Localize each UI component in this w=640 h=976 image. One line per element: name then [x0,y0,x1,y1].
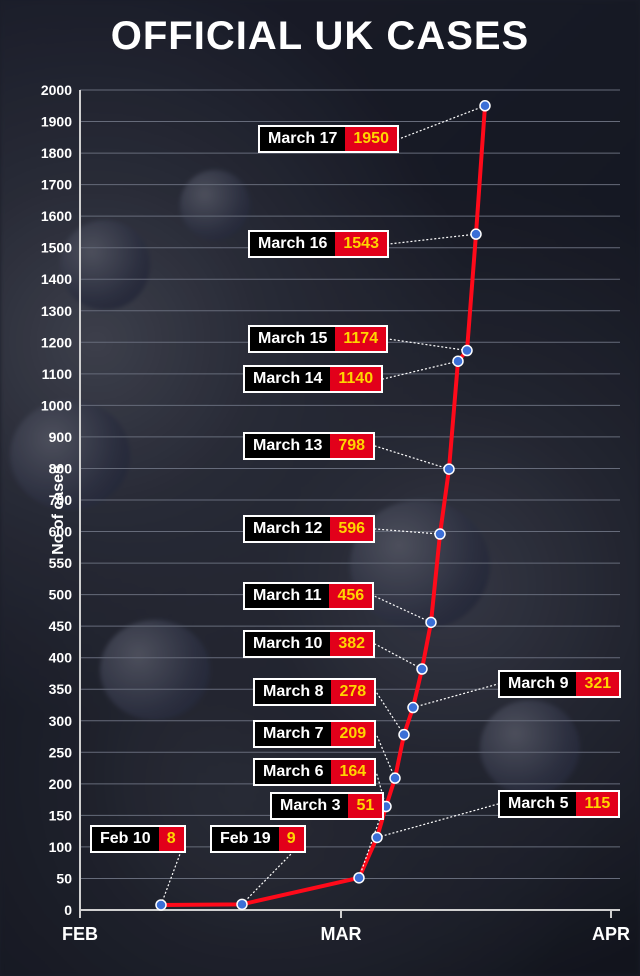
svg-text:2000: 2000 [41,82,72,98]
callout-value: 209 [331,722,374,746]
callout-feb-19: Feb 199 [210,825,306,853]
callout-value: 1543 [335,232,387,256]
callout-feb-10: Feb 108 [90,825,186,853]
callout-value: 9 [279,827,304,851]
svg-text:1700: 1700 [41,177,72,193]
svg-text:1100: 1100 [42,366,73,382]
callout-value: 115 [576,792,618,816]
svg-text:200: 200 [49,776,73,792]
callout-value: 456 [329,584,372,608]
svg-text:1500: 1500 [41,240,72,256]
callout-march-14: March 141140 [243,365,383,393]
callout-march-6: March 6164 [253,758,376,786]
callout-march-13: March 13798 [243,432,375,460]
y-axis-label: No of cases [50,465,68,555]
callout-value: 1174 [335,327,386,351]
svg-text:100: 100 [49,839,73,855]
svg-text:150: 150 [49,807,73,823]
callout-value: 1140 [330,367,381,391]
callout-date: March 9 [500,672,576,696]
svg-text:0: 0 [64,902,72,918]
svg-text:MAR: MAR [321,924,362,944]
callout-march-8: March 8278 [253,678,376,706]
callout-date: March 12 [245,517,330,541]
svg-text:450: 450 [49,618,73,634]
callout-value: 321 [576,672,619,696]
callout-date: March 15 [250,327,335,351]
callout-value: 1950 [345,127,397,151]
callout-value: 596 [330,517,373,541]
callout-date: Feb 10 [92,827,159,851]
svg-text:550: 550 [49,555,73,571]
callout-value: 164 [331,760,374,784]
callout-date: March 10 [245,632,330,656]
svg-text:1800: 1800 [41,145,72,161]
callout-value: 798 [330,434,373,458]
callout-march-7: March 7209 [253,720,376,748]
svg-text:400: 400 [49,650,73,666]
svg-text:350: 350 [49,681,73,697]
svg-text:1400: 1400 [41,271,72,287]
svg-text:1200: 1200 [41,334,72,350]
callout-march-3: March 351 [270,792,384,820]
svg-text:900: 900 [49,429,73,445]
callout-value: 51 [348,794,382,818]
callout-date: March 8 [255,680,331,704]
callout-march-15: March 151174 [248,325,388,353]
callout-date: March 16 [250,232,335,256]
svg-text:250: 250 [49,744,73,760]
svg-text:APR: APR [592,924,630,944]
svg-text:1000: 1000 [41,397,72,413]
callout-date: March 17 [260,127,345,151]
callout-value: 8 [159,827,184,851]
callout-march-10: March 10382 [243,630,375,658]
callout-value: 382 [330,632,373,656]
callout-date: March 5 [500,792,576,816]
svg-text:50: 50 [56,870,72,886]
callout-march-12: March 12596 [243,515,375,543]
svg-text:1600: 1600 [41,208,72,224]
chart-title: OFFICIAL UK CASES [0,14,640,59]
callout-date: March 11 [245,584,329,608]
svg-text:500: 500 [49,587,73,603]
callout-march-9: March 9321 [498,670,621,698]
svg-text:1300: 1300 [41,303,72,319]
callout-date: March 14 [245,367,330,391]
callout-date: March 7 [255,722,331,746]
callout-date: March 6 [255,760,331,784]
callout-march-11: March 11456 [243,582,374,610]
svg-text:1900: 1900 [41,114,72,130]
callout-date: Feb 19 [212,827,279,851]
svg-text:FEB: FEB [62,924,98,944]
callout-date: March 3 [272,794,348,818]
svg-text:300: 300 [49,713,73,729]
callout-march-16: March 161543 [248,230,389,258]
callout-date: March 13 [245,434,330,458]
callout-march-17: March 171950 [258,125,399,153]
callout-march-5: March 5115 [498,790,620,818]
callout-value: 278 [331,680,374,704]
